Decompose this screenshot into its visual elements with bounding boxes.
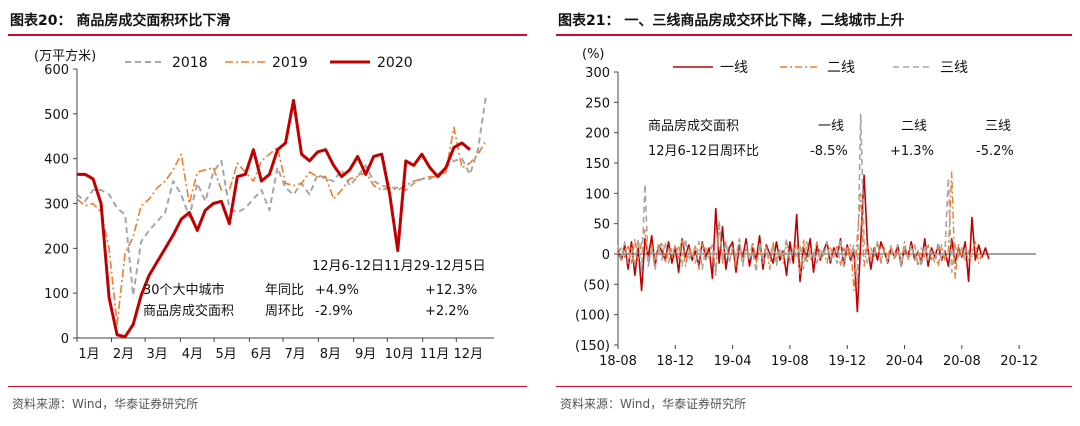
legend-label-2018: 2018 (172, 55, 208, 71)
x-tick-label: 12月 (454, 347, 484, 362)
annotation-label1: 商品房成交面积 (648, 118, 739, 134)
y-tick-label: 300 (585, 66, 610, 81)
x-tick-label: 20-12 (1000, 354, 1038, 369)
x-tick-label: 18-08 (599, 354, 637, 369)
x-tick-label: 20-08 (943, 354, 981, 369)
legend-label-tier2: 二线 (827, 60, 855, 76)
chart-panel-left: 图表20： 商品房成交面积环比下滑 (万平方米) 0 100 200 300 400 50… (0, 0, 535, 426)
x-tick-label: 19-08 (771, 354, 809, 369)
annotation-row1-value1: +4.9% (315, 283, 359, 298)
annotation-col2: 二线 (901, 119, 927, 134)
series-line-2 (617, 113, 973, 286)
annotation-value2: +1.3% (890, 144, 934, 159)
annotation-row2-value1: -2.9% (315, 304, 353, 319)
series-line-2 (77, 98, 471, 339)
y-tick-label: 200 (44, 242, 69, 257)
annotation-table: 商品房成交面积 12月6-12日周环比 一线 二线 三线 -8.5% +1.3%… (648, 118, 1014, 159)
figure-title: 图表20： 商品房成交面积环比下滑 (10, 13, 231, 29)
bottom-rule (8, 386, 527, 387)
y-tick-label: 0 (602, 248, 610, 263)
y-tick-label: 0 (61, 332, 69, 347)
axes: (150) (100) (50) 0 50 100 150 200 250 300 18-08 18-… (575, 66, 1038, 369)
y-tick-label: 50 (593, 218, 610, 233)
title-rule (8, 34, 527, 36)
x-tick-label: 7月 (284, 347, 305, 362)
annotation-row2-metric: 周环比 (265, 304, 304, 319)
series-lines (617, 113, 990, 313)
annotation-row1-value2: +12.3% (425, 283, 477, 298)
x-tick-label: 20-04 (886, 354, 924, 369)
y-tick-label: 150 (585, 157, 610, 172)
annotation-row2-label: 商品房成交面积 (143, 303, 234, 319)
x-tick-label: 19-12 (828, 354, 866, 369)
x-tick-label: 2月 (113, 347, 134, 362)
series-lines (76, 95, 487, 339)
figure-title: 图表21： 一、三线商品房成交环比下降，二线城市上升 (558, 13, 905, 29)
y-tick-label: 100 (585, 187, 610, 202)
y-tick-label: 100 (44, 287, 69, 302)
y-tick-label: 600 (44, 63, 69, 78)
legend-label-2020: 2020 (377, 55, 413, 71)
x-tick-label: 9月 (355, 347, 376, 362)
annotation-col1: 一线 (818, 119, 844, 134)
annotation-row1-label: 30个大中城市 (143, 282, 225, 298)
y-axis-unit: (万平方米) (34, 48, 96, 64)
source-note: 资料来源：Wind，华泰证券研究所 (560, 397, 747, 411)
annotation-row1-metric: 年同比 (265, 283, 304, 298)
x-tick-label: 19-04 (714, 354, 752, 369)
title-rule (556, 34, 1072, 36)
x-tick-label: 10月 (385, 347, 415, 362)
x-tick-label: 3月 (147, 347, 168, 362)
y-tick-label: (150) (575, 339, 610, 354)
axes: 0 100 200 300 400 500 600 1月 2月 3月 4月 5月 6月 7月 8月 9月 10月… (44, 63, 494, 362)
x-tick-label: 1月 (78, 347, 99, 362)
y-tick-label: 400 (44, 153, 69, 168)
series-line-1 (617, 171, 983, 292)
legend-label-tier3: 三线 (940, 60, 968, 76)
y-tick-label: 200 (585, 127, 610, 142)
y-tick-label: (100) (575, 309, 610, 324)
y-axis-unit: (%) (582, 47, 605, 62)
annotation-table: 12月6-12日11月29-12月5日 30个大中城市 年同比 +4.9% +1… (143, 259, 486, 319)
y-tick-label: 300 (44, 198, 69, 213)
x-tick-label: 6月 (251, 347, 272, 362)
legend: 一线 二线 三线 (673, 60, 968, 76)
annotation-label2: 12月6-12日周环比 (648, 144, 759, 159)
x-tick-label: 4月 (182, 347, 203, 362)
x-tick-label: 18-12 (656, 354, 694, 369)
x-tick-label: 11月 (420, 347, 450, 362)
line-chart-svg: (%) (150) (100) (50) 0 50 100 150 200 250 300 18-0… (575, 47, 1038, 369)
annotation-row2-value2: +2.2% (425, 304, 469, 319)
chart-panel-right: 图表21： 一、三线商品房成交环比下降，二线城市上升 (%) (150) (100… (548, 0, 1080, 426)
legend: 2018 2019 2020 (125, 55, 413, 71)
area-chart-svg: (万平方米) 0 100 200 300 400 500 600 1月 2月 3月 4月 5月 6月 7月… (34, 48, 494, 362)
legend-label-2019: 2019 (272, 55, 308, 71)
series-line-1 (76, 126, 487, 326)
annotation-col3: 三线 (985, 119, 1011, 134)
y-tick-label: (50) (583, 278, 610, 293)
y-tick-label: 250 (585, 96, 610, 111)
annotation-header: 12月6-12日11月29-12月5日 (312, 259, 486, 274)
x-tick-label: 8月 (320, 347, 341, 362)
annotation-value3: -5.2% (976, 144, 1014, 159)
annotation-value1: -8.5% (810, 144, 848, 159)
bottom-rule (556, 386, 1072, 387)
y-tick-label: 500 (44, 108, 69, 123)
legend-label-tier1: 一线 (720, 60, 748, 76)
source-note: 资料来源：Wind，华泰证券研究所 (12, 397, 199, 411)
x-tick-label: 5月 (215, 347, 236, 362)
